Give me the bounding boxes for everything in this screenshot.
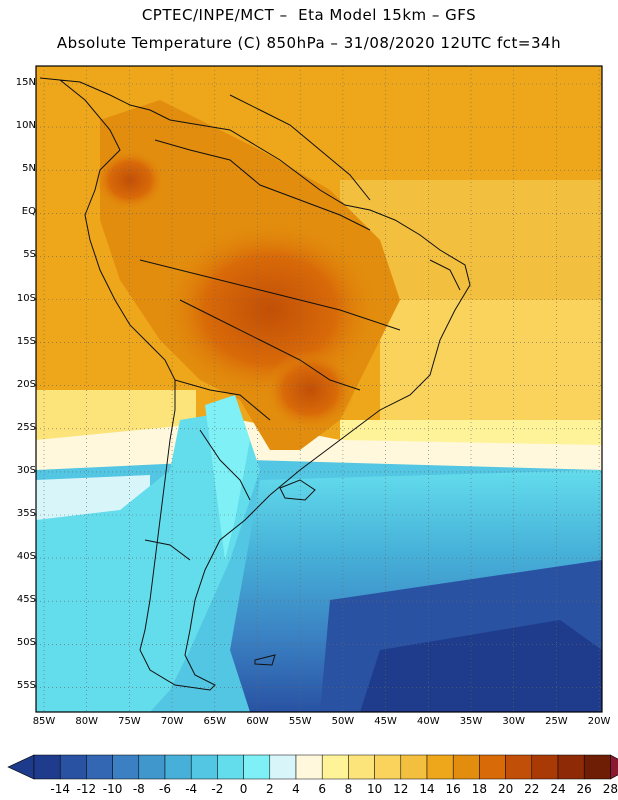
longitude-label: 80W: [75, 716, 98, 727]
longitude-label: 65W: [203, 716, 227, 727]
map-frame: [35, 65, 603, 713]
longitude-label: 70W: [160, 716, 184, 727]
colorbar-swatch: [86, 754, 113, 780]
latitude-label: EQ: [21, 206, 36, 218]
latitude-label: 45S: [16, 594, 36, 606]
colorbar-tick-label: -12: [76, 782, 97, 796]
colorbar-swatch: [348, 754, 375, 780]
colorbar-tick-label: 16: [445, 782, 461, 796]
latitude-label: 5N: [22, 163, 36, 175]
colorbar-swatch: [164, 754, 192, 780]
colorbar-tick-label: -4: [185, 782, 198, 796]
latitude-label: 25S: [16, 421, 36, 433]
colorbar-swatch: [374, 754, 402, 780]
longitude-label: 50W: [331, 716, 355, 727]
colorbar-swatch: [321, 754, 349, 780]
colorbar-tick-label: 12: [393, 782, 409, 796]
colorbar-swatch: [269, 754, 297, 780]
colorbar-swatch: [452, 754, 480, 780]
colorbar-swatch: [557, 754, 585, 780]
colorbar-tick-label: -2: [211, 782, 224, 796]
chart-title-line1: CPTEC/INPE/MCT – Eta Model 15km – GFS: [141, 6, 477, 24]
latitude-label: 10N: [15, 120, 36, 132]
longitude-label: 30W: [502, 716, 525, 727]
colorbar-tick-label: 28: [602, 782, 618, 796]
colorbar-swatch: [531, 754, 559, 780]
latitude-label: 5S: [23, 249, 36, 261]
colorbar-tick-label: -6: [159, 782, 171, 796]
colorbar-tick-label: -14: [50, 782, 70, 796]
latitude-label: 15N: [15, 77, 36, 88]
colorbar-swatch: [112, 754, 140, 780]
colorbar-tick-label: 2: [265, 782, 274, 796]
longitude-label: 60W: [246, 716, 269, 727]
colorbar-swatch: [583, 754, 611, 780]
colorbar-tick-label: 8: [344, 782, 353, 796]
colorbar-tick-label: 20: [497, 782, 514, 796]
colorbar-swatch: [479, 754, 506, 780]
colorbar-tick-label: 6: [318, 782, 326, 796]
longitude-label: 25W: [545, 716, 568, 727]
colorbar-tick-label: 10: [366, 782, 383, 796]
colorbar-tick-label: 22: [524, 782, 540, 796]
latitude-label: 30S: [16, 464, 36, 476]
colorbar-swatch: [295, 754, 323, 780]
latitude-label: 40S: [16, 551, 36, 563]
colorbar-tick-label: 24: [550, 782, 566, 796]
temperature-field: [36, 66, 602, 712]
colorbar-swatch: [505, 754, 533, 780]
colorbar-tick-label: 26: [576, 782, 592, 796]
coastline: [39, 77, 471, 691]
colorbar-tick-label: -8: [132, 782, 145, 796]
colorbar-swatch: [59, 754, 87, 780]
latitude-label: 10S: [16, 292, 36, 304]
colorbar-swatch: [217, 754, 244, 780]
colorbar-tick-label: 4: [292, 782, 300, 796]
latitude-label: 55S: [16, 680, 36, 692]
latitude-label: 15S: [16, 335, 36, 347]
colorbar-max-arrow: [610, 754, 618, 780]
colorbar-swatch: [426, 754, 454, 780]
longitude-label: 35W: [459, 716, 483, 727]
colorbar-tick-label: -10: [102, 782, 123, 796]
longitude-label: 20W: [587, 716, 611, 727]
colorbar-swatch: [243, 754, 271, 780]
colorbar-swatch: [400, 754, 428, 780]
latitude-label: 35S: [16, 508, 36, 519]
colorbar-swatch: [190, 754, 218, 780]
longitude-label: 85W: [32, 716, 56, 727]
longitude-label: 45W: [374, 716, 397, 727]
colorbar-tick-label: 14: [419, 782, 435, 796]
colorbar-min-arrow: [7, 754, 35, 780]
chart-title-line2: Absolute Temperature (C) 850hPa – 31/08/…: [56, 34, 562, 52]
longitude-label: 75W: [118, 716, 141, 727]
colorbar-swatch: [138, 754, 166, 780]
colorbar-swatch: [33, 754, 61, 780]
colorbar: [7, 754, 618, 780]
latitude-label: 20S: [16, 378, 36, 390]
longitude-label: 55W: [288, 716, 312, 727]
latitude-label: 50S: [16, 637, 36, 649]
colorbar-tick-label: 18: [471, 782, 488, 796]
colorbar-tick-label: 0: [239, 782, 248, 796]
longitude-label: 40W: [416, 716, 440, 727]
